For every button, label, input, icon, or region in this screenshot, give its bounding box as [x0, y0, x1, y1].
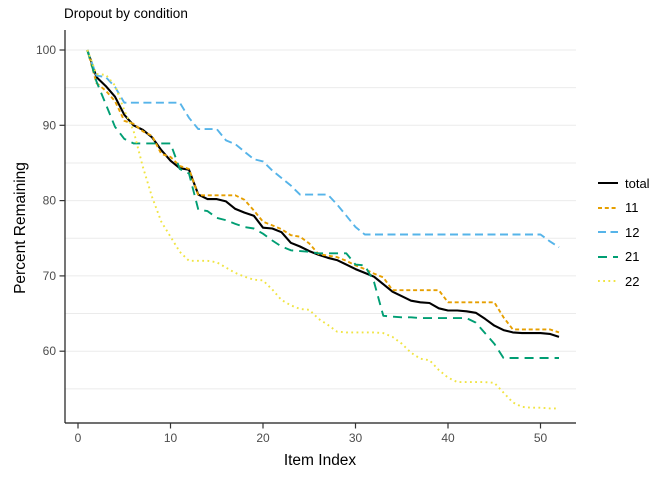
legend-item-11: 11: [597, 196, 650, 221]
chart-title: Dropout by condition: [64, 6, 188, 21]
y-tick-label: 70: [43, 269, 57, 283]
legend-line-swatch: [598, 182, 618, 185]
series-line-11: [86, 49, 560, 334]
y-tick-label: 60: [43, 344, 57, 358]
y-tick-label: 90: [43, 118, 57, 132]
series-line-22: [86, 49, 559, 410]
legend: total 11 12 21 22: [597, 171, 650, 294]
x-tick-label: 10: [164, 431, 178, 445]
legend-label: total: [625, 175, 650, 191]
x-tick-label: 50: [534, 431, 548, 445]
x-tick-label: 30: [349, 431, 363, 445]
y-tick-label: 100: [36, 43, 56, 57]
x-tick-label: 40: [441, 431, 455, 445]
x-tick-label: 20: [256, 431, 270, 445]
legend-label: 12: [625, 224, 640, 240]
legend-item-21: 21: [597, 245, 650, 270]
legend-label: 22: [625, 273, 640, 289]
legend-line-swatch: [598, 231, 618, 234]
legend-line-swatch: [598, 255, 618, 258]
series-line-12: [86, 49, 560, 249]
legend-item-total: total: [597, 171, 650, 196]
legend-line-swatch: [598, 206, 618, 209]
legend-item-12: 12: [597, 220, 650, 245]
x-axis-title: Item Index: [283, 452, 357, 469]
series-line-21: [86, 49, 559, 359]
y-tick-label: 80: [43, 194, 57, 208]
series-line-total: [86, 49, 560, 338]
x-tick-label: 0: [75, 431, 82, 445]
legend-label: 11: [625, 200, 639, 216]
legend-item-22: 22: [597, 269, 650, 294]
legend-line-swatch: [598, 280, 618, 283]
legend-label: 21: [625, 249, 640, 265]
